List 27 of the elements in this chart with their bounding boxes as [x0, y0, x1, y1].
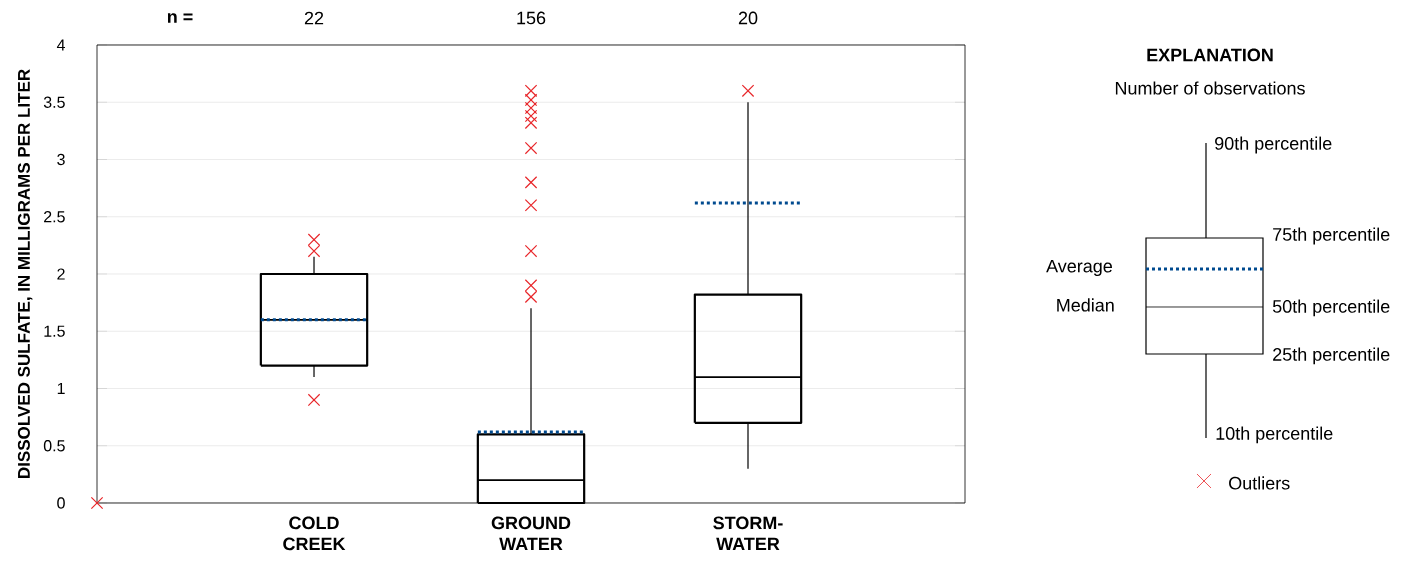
x-tick-label: STORM-WATER — [713, 516, 783, 551]
y-tick-label: 2 — [57, 268, 65, 280]
text: Number of observations — [1115, 81, 1305, 95]
text: Average — [1046, 259, 1112, 277]
y-tick-label: 0 — [57, 497, 65, 509]
text: 22 — [304, 11, 324, 25]
text: 50th percentile — [1272, 299, 1390, 317]
text: 25th percentile — [1273, 347, 1390, 365]
text: 10th percentile — [1216, 426, 1333, 444]
y-axis-title: DISSOLVED SULFATE, IN MILLIGRAMS PER LITER — [17, 69, 33, 478]
y-tick-label: 3.5 — [43, 96, 65, 108]
x-tick-label: GROUND WATER — [491, 516, 571, 551]
y-tick-label: 3 — [57, 153, 65, 166]
y-tick-label: 0.5 — [43, 440, 65, 452]
text: Outliers — [1229, 476, 1290, 490]
text: n = — [167, 13, 193, 23]
text: 75th percentile — [1273, 227, 1390, 245]
y-tick-label: 1 — [57, 382, 65, 394]
text: 90th percentile — [1215, 136, 1332, 154]
legend-title: EXPLANATION — [1147, 48, 1273, 62]
y-tick-label: 4 — [56, 39, 66, 51]
text: 156 — [517, 11, 546, 25]
y-tick-label: 2.5 — [44, 211, 65, 223]
y-tick-label: 1.5 — [44, 325, 65, 337]
text: 20 — [738, 11, 758, 25]
text: Median — [1057, 298, 1114, 312]
x-tick-label: COLD CREEK — [283, 516, 346, 551]
